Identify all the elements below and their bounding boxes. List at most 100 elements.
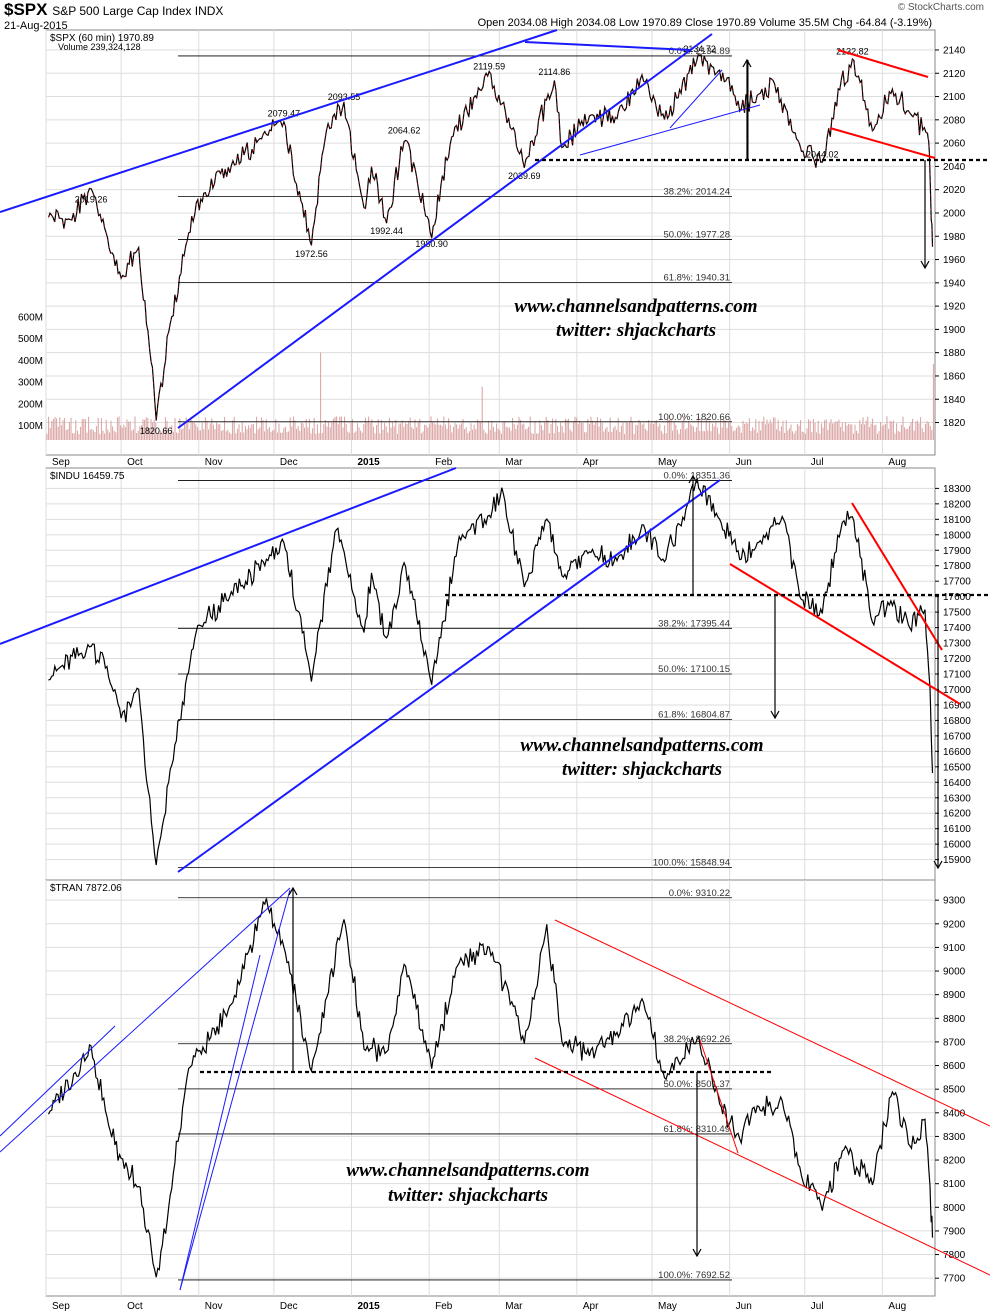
x-tick-label: 2015 <box>358 1301 381 1312</box>
x-tick-label: Sep <box>52 457 70 468</box>
target-arrowhead <box>288 886 298 896</box>
trendline <box>729 563 961 705</box>
y-tick-label: 1940 <box>943 278 966 289</box>
trendline <box>837 49 929 78</box>
fib-level-label: 100.0%: 15848.94 <box>653 858 730 869</box>
volume-bars <box>46 352 934 440</box>
y-tick-label: 16100 <box>943 824 971 835</box>
y-tick-label: 15900 <box>943 855 971 866</box>
y-tick-label: 17300 <box>943 639 971 650</box>
y-tick-label: 1900 <box>943 325 966 336</box>
volume-tick-label: 100M <box>18 421 43 432</box>
volume-tick-label: 200M <box>18 399 43 410</box>
y-tick-label: 8100 <box>943 1179 966 1190</box>
y-tick-label: 8300 <box>943 1132 966 1143</box>
trendline <box>177 479 721 873</box>
y-tick-label: 16500 <box>943 762 971 773</box>
y-tick-label: 1820 <box>943 418 966 429</box>
panel-frame <box>45 29 936 456</box>
fib-level-label: 50.0%: 17100.15 <box>658 664 730 675</box>
trendline <box>669 69 723 129</box>
y-tick-label: 8700 <box>943 1037 966 1048</box>
trendline <box>699 1039 739 1154</box>
y-tick-label: 9300 <box>943 896 966 907</box>
price-annotation: 1820.66 <box>140 426 173 436</box>
y-tick-label: 9200 <box>943 919 966 930</box>
x-axis-top: Sep Oct Nov Dec 2015 Feb Mar Apr May Jun Jul Aug <box>52 457 906 468</box>
panel-frame <box>45 879 936 1297</box>
target-arrowhead <box>692 1248 702 1258</box>
y-tick-label: 8000 <box>943 1203 966 1214</box>
x-tick-label: 2015 <box>358 457 381 468</box>
price-annotation: 2114.86 <box>538 67 570 77</box>
x-tick-label: Aug <box>888 1301 906 1312</box>
y-tick-label: 16700 <box>943 731 971 742</box>
y-tick-label: 1860 <box>943 371 966 382</box>
watermark-twitter: twitter: shjackcharts <box>556 320 716 341</box>
y-tick-label: 17400 <box>943 623 971 634</box>
x-tick-label: Dec <box>280 457 298 468</box>
x-tick-label: Nov <box>205 457 223 468</box>
chart-date: 21-Aug-2015 <box>4 20 68 32</box>
trendline <box>524 41 691 51</box>
chart-panel-1: 1820 1840 1860 1880 1900 1920 1940 1960 1980 2000… <box>18 29 966 456</box>
trendline <box>0 467 457 645</box>
chart-panel-2: 15900 16000 16100 16200 16300 16400 16500 16600… <box>45 467 971 881</box>
y-tick-label: 1920 <box>943 302 966 313</box>
price-annotation: 2064.62 <box>388 126 421 136</box>
y-tick-label: 16000 <box>943 840 971 851</box>
ohlc-summary: Open 2034.08 High 2034.08 Low 1970.89 Cl… <box>477 17 932 29</box>
y-tick-label: 16400 <box>943 778 971 789</box>
y-tick-label: 8200 <box>943 1156 966 1167</box>
y-tick-label: 2120 <box>943 69 966 80</box>
price-annotation: 2079.47 <box>268 108 301 118</box>
y-tick-label: 2020 <box>943 185 966 196</box>
x-tick-label: May <box>658 457 677 468</box>
price-annotation: 2132.82 <box>836 46 869 56</box>
price-line-down <box>48 54 933 421</box>
series-legend: $INDU 16459.75 <box>50 471 125 482</box>
volume-tick-label: 300M <box>18 378 43 389</box>
trendline <box>177 33 713 429</box>
target-arrowhead <box>742 58 752 68</box>
volume-tick-label: 400M <box>18 356 43 367</box>
trendline <box>0 29 558 213</box>
x-tick-label: Dec <box>280 1301 298 1312</box>
watermark-site: www.channelsandpatterns.com <box>346 1160 589 1181</box>
x-tick-label: Oct <box>127 457 143 468</box>
y-tick-label: 9100 <box>943 943 966 954</box>
y-tick-label: 16300 <box>943 793 971 804</box>
target-arrowhead <box>920 260 930 270</box>
x-tick-label: Aug <box>888 457 906 468</box>
target-arrowhead <box>688 474 698 484</box>
fib-level-label: 0.0%: 9310.22 <box>669 888 730 899</box>
trendline <box>851 502 943 651</box>
y-tick-label: 17200 <box>943 654 971 665</box>
price-annotation: 2019.26 <box>75 195 108 205</box>
y-tick-label: 8600 <box>943 1061 966 1072</box>
y-tick-label: 2000 <box>943 208 966 219</box>
y-tick-label: 17000 <box>943 685 971 696</box>
x-tick-label: Jun <box>736 457 752 468</box>
y-tick-label: 17100 <box>943 670 971 681</box>
fib-level-label: 61.8%: 1940.31 <box>663 272 730 283</box>
trendline <box>534 1057 990 1276</box>
watermark-site: www.channelsandpatterns.com <box>514 296 757 317</box>
watermark-site: www.channelsandpatterns.com <box>520 735 763 756</box>
price-annotation: 2044.02 <box>806 150 839 160</box>
x-tick-label: Feb <box>435 1301 453 1312</box>
trendline <box>0 1025 116 1137</box>
y-tick-label: 16800 <box>943 716 971 727</box>
x-tick-label: Nov <box>205 1301 223 1312</box>
x-tick-label: Apr <box>583 1301 599 1312</box>
volume-tick-label: 500M <box>18 334 43 345</box>
fib-level-label: 38.2%: 2014.24 <box>663 186 730 197</box>
x-tick-label: Oct <box>127 1301 143 1312</box>
x-tick-label: May <box>658 1301 677 1312</box>
price-annotation: 1972.56 <box>295 249 328 259</box>
series-legend: $TRAN 7872.06 <box>50 883 122 894</box>
trendline <box>179 889 291 1291</box>
y-tick-label: 17500 <box>943 608 971 619</box>
y-tick-label: 17900 <box>943 546 971 557</box>
